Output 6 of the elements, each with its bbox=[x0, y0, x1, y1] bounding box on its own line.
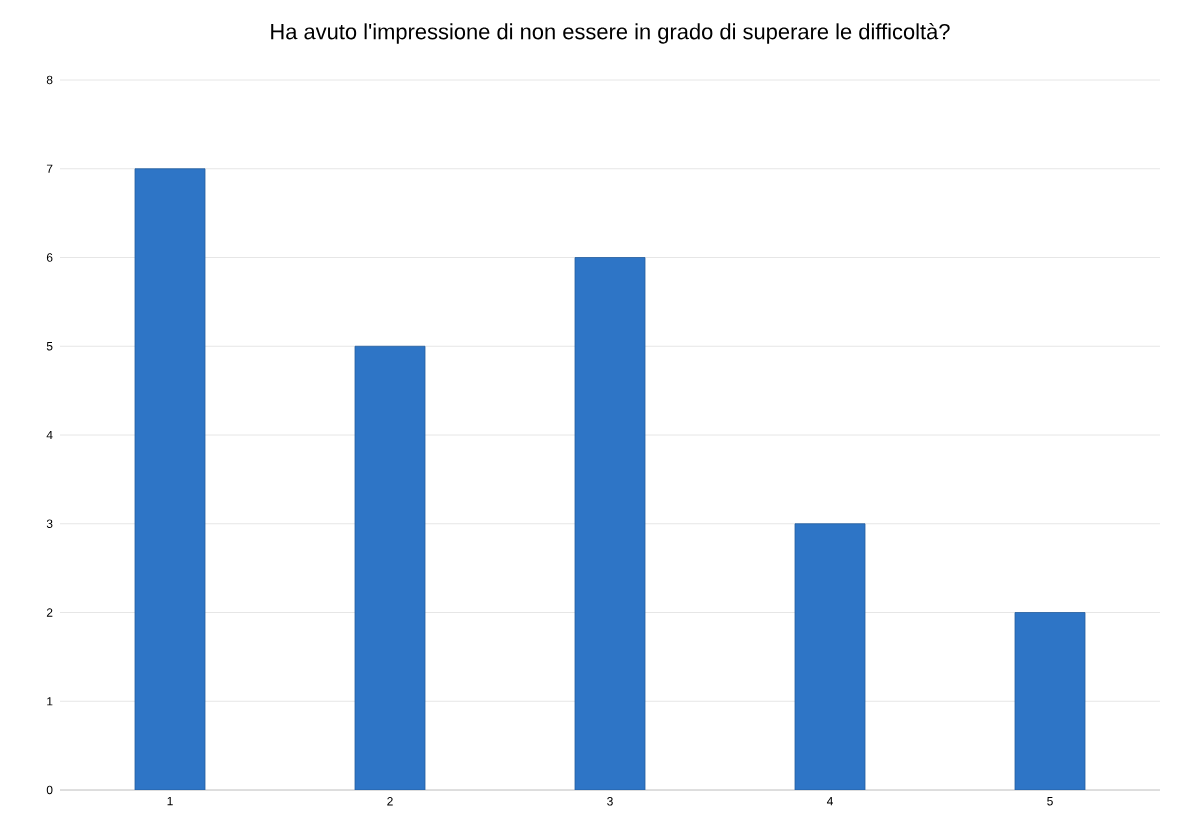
bar bbox=[1014, 612, 1086, 790]
bar bbox=[134, 168, 206, 790]
bar bbox=[794, 523, 866, 790]
chart-title: Ha avuto l'impressione di non essere in grado di superare le difficoltà? bbox=[271, 23, 950, 44]
bar bbox=[354, 345, 426, 790]
bar bbox=[574, 257, 646, 790]
